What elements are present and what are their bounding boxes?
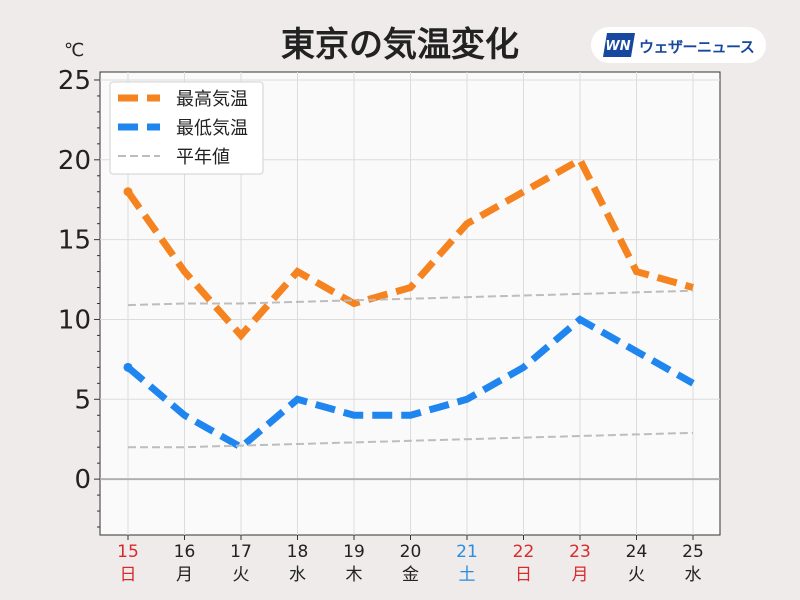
x-weekday-label: 日 bbox=[120, 565, 137, 585]
x-tick-label: 17 bbox=[230, 542, 252, 562]
brand-name: ウェザーニュース bbox=[639, 38, 755, 56]
legend-label: 最低気温 bbox=[176, 118, 248, 139]
x-weekday-label: 土 bbox=[459, 565, 476, 585]
y-tick-label: 15 bbox=[58, 226, 91, 256]
series-line-平年値 bbox=[127, 289, 694, 307]
weathernews-logo-icon: WN bbox=[603, 33, 635, 57]
y-tick-label: 20 bbox=[58, 146, 91, 176]
x-tick-label: 19 bbox=[343, 542, 365, 562]
x-weekday-label: 水 bbox=[289, 565, 306, 585]
legend-box bbox=[109, 81, 264, 175]
x-tick-label: 20 bbox=[400, 542, 422, 562]
x-weekday-label: 木 bbox=[346, 565, 363, 585]
y-tick-label: 25 bbox=[58, 66, 91, 96]
series-lines bbox=[123, 154, 695, 452]
weathernews-brand-badge: WN ウェザーニュース bbox=[591, 27, 766, 63]
y-tick-label: 5 bbox=[74, 385, 91, 415]
logo-text: WN bbox=[605, 39, 630, 54]
x-tick-label: 15 bbox=[117, 542, 139, 562]
x-tick-label: 18 bbox=[287, 542, 309, 562]
axes: 15 日 16 月 17 火 18 水 19 木 20 金 21 土 22 日 23 月 24 火 25 水 0 5 10 15 2… bbox=[58, 66, 704, 585]
x-weekday-label: 月 bbox=[572, 565, 589, 585]
y-axis-unit-label: ℃ bbox=[64, 40, 84, 61]
x-weekday-label: 火 bbox=[628, 565, 645, 585]
x-weekday-label: 火 bbox=[233, 565, 250, 585]
series-start-marker-最低気温 bbox=[123, 362, 133, 372]
x-weekday-label: 水 bbox=[685, 565, 702, 585]
series-line-normal-low bbox=[128, 431, 694, 449]
x-weekday-label: 月 bbox=[176, 565, 193, 585]
x-tick-label: 25 bbox=[682, 542, 704, 562]
x-tick-label: 21 bbox=[456, 542, 478, 562]
legend-label: 最高気温 bbox=[176, 89, 248, 110]
x-tick-label: 16 bbox=[174, 542, 196, 562]
x-weekday-label: 金 bbox=[402, 565, 419, 585]
series-line-最高気温 bbox=[125, 154, 694, 341]
y-tick-label: 0 bbox=[74, 465, 91, 495]
series-line-最低気温 bbox=[125, 315, 695, 452]
y-tick-label: 10 bbox=[58, 305, 91, 335]
x-tick-label: 24 bbox=[626, 542, 648, 562]
grid-lines bbox=[100, 72, 720, 535]
series-start-marker-最高気温 bbox=[123, 187, 133, 197]
x-weekday-label: 日 bbox=[515, 565, 532, 585]
chart-title: 東京の気温変化 bbox=[281, 25, 519, 65]
x-tick-label: 22 bbox=[513, 542, 535, 562]
x-tick-label: 23 bbox=[569, 542, 591, 562]
legend-label: 平年値 bbox=[176, 147, 230, 168]
